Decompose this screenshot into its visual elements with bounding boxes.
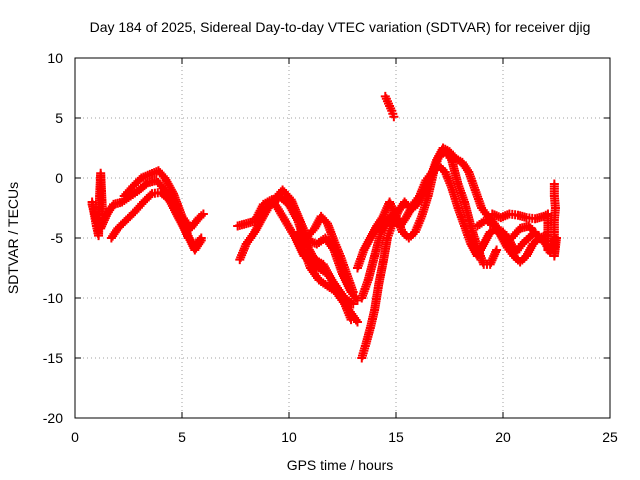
x-tick-label: 10 [281, 429, 297, 445]
y-tick-label: 5 [55, 110, 63, 126]
series-s12 [357, 143, 551, 363]
x-tick-label: 5 [178, 429, 186, 445]
data-marks [87, 91, 561, 363]
series-s16 [549, 179, 561, 261]
plot-frame [74, 57, 611, 419]
data-point [196, 235, 206, 245]
x-tick-label: 15 [388, 429, 404, 445]
series-s11 [357, 161, 540, 303]
chart-title: Day 184 of 2025, Sidereal Day-to-day VTE… [90, 19, 591, 35]
series-s3 [119, 166, 208, 233]
x-axis-label: GPS time / hours [287, 457, 394, 473]
x-tick-label: 0 [71, 429, 79, 445]
series-s15 [472, 215, 555, 257]
data-point [348, 287, 358, 297]
y-tick-label: -20 [43, 410, 63, 426]
series-s2 [106, 187, 206, 255]
data-point [492, 245, 502, 255]
series-s9 [293, 227, 356, 325]
data-point [552, 233, 561, 243]
series-s13 [380, 91, 399, 122]
y-axis-label: SDTVAR / TECUs [5, 182, 21, 294]
data-point [198, 209, 208, 219]
series-s8 [301, 211, 358, 297]
data-point [352, 317, 362, 327]
y-tick-label: -10 [43, 290, 63, 306]
series-s4 [87, 168, 108, 241]
data-point [98, 215, 108, 225]
x-tick-label: 20 [495, 429, 511, 445]
y-tick-label: 10 [47, 50, 63, 66]
data-point [346, 315, 356, 325]
x-tick-label: 25 [602, 429, 618, 445]
y-tick-label: 0 [55, 170, 63, 186]
y-tick-label: -5 [51, 230, 64, 246]
data-point [389, 112, 399, 122]
y-tick-label: -15 [43, 350, 63, 366]
axis-ticks: 0 5 10 15 20 25 -20 -15 -10 -5 0 5 10 [43, 50, 618, 445]
data-point [348, 299, 358, 309]
